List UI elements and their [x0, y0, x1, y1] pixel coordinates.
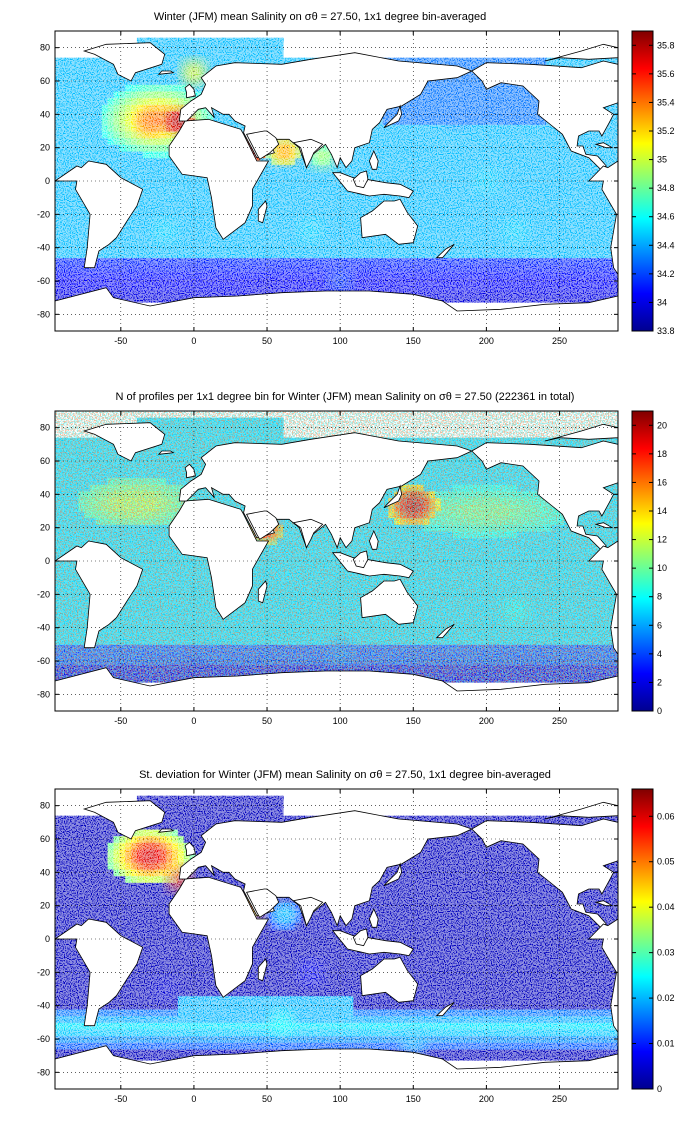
coastline — [360, 198, 419, 245]
coastline — [55, 287, 618, 331]
y-tick-label: 40 — [40, 109, 50, 119]
colorbar-tick-label: 34.6 — [657, 212, 675, 222]
colorbar-tick-label: 34 — [657, 297, 667, 307]
colorbar-tick-label: 34.8 — [657, 183, 675, 193]
coastline — [471, 60, 618, 170]
x-tick-label: 100 — [333, 336, 348, 346]
x-tick-label: 0 — [191, 336, 196, 346]
coastline — [435, 243, 455, 259]
y-tick-label: -40 — [37, 243, 50, 253]
coastline — [184, 83, 196, 99]
panel-title: N of profiles per 1x1 degree bin for Win… — [116, 391, 575, 403]
colorbar-tick-label: 35.6 — [657, 69, 675, 79]
panel-title: Winter (JFM) mean Salinity on σθ = 27.50… — [154, 11, 486, 23]
coastline — [352, 170, 369, 189]
colorbar-tick-label: 33.8 — [657, 326, 675, 336]
colorbar-tick-label: 35.2 — [657, 126, 675, 136]
continents — [55, 42, 618, 331]
colorbar-tick-label: 34.2 — [657, 269, 675, 279]
coastline — [82, 42, 166, 82]
x-tick-label: 250 — [552, 336, 567, 346]
coastline — [157, 70, 175, 75]
y-tick-label: -60 — [37, 276, 50, 286]
colorbar-tick-label: 34.4 — [657, 240, 675, 250]
coastline — [368, 150, 379, 170]
colorbar-tick-label: 35 — [657, 155, 667, 165]
coastline — [587, 160, 618, 276]
salinity-panel: Winter (JFM) mean Salinity on σθ = 27.50… — [37, 11, 675, 346]
y-tick-label: 0 — [45, 176, 50, 186]
coastline — [168, 118, 270, 240]
x-tick-label: -50 — [114, 336, 127, 346]
profile-count-panel: N of profiles per 1x1 degree bin for Win… — [37, 391, 667, 726]
x-tick-label: 50 — [262, 336, 272, 346]
colorbar-tick-label: 35.8 — [657, 40, 675, 50]
y-tick-label: -80 — [37, 309, 50, 319]
coastline — [257, 200, 268, 224]
coastline — [594, 142, 614, 149]
coastline — [544, 43, 618, 62]
y-tick-label: 80 — [40, 43, 50, 53]
y-tick-label: 20 — [40, 143, 50, 153]
coastline — [383, 104, 403, 129]
colorbar — [631, 30, 654, 332]
colorbar-tick-label: 35.4 — [657, 97, 675, 107]
y-tick-label: -20 — [37, 209, 50, 219]
y-tick-label: 60 — [40, 76, 50, 86]
x-tick-label: 150 — [406, 336, 421, 346]
coastline — [292, 138, 324, 169]
x-tick-label: 200 — [479, 336, 494, 346]
coastline — [246, 130, 280, 160]
